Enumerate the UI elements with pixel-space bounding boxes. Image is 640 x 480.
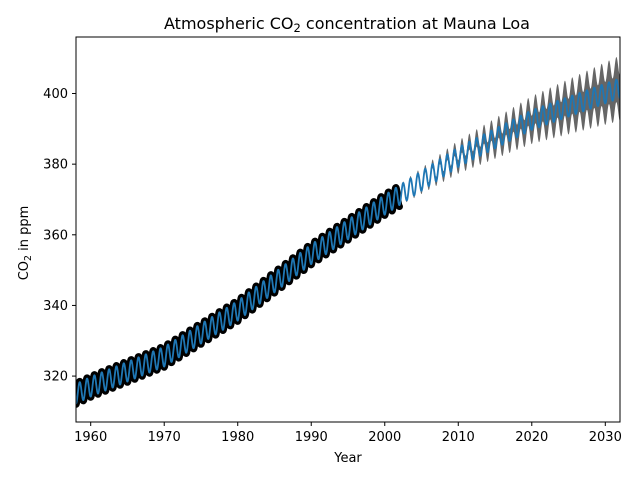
prediction-series bbox=[76, 78, 620, 405]
y-tick-label: 340 bbox=[43, 299, 68, 314]
x-tick-label: 2000 bbox=[368, 430, 401, 445]
plot-content bbox=[76, 57, 620, 408]
y-tick-label: 380 bbox=[43, 158, 68, 173]
x-tick-label: 2010 bbox=[442, 430, 475, 445]
x-tick-label: 2030 bbox=[589, 430, 622, 445]
y-tick-label: 400 bbox=[43, 87, 68, 102]
x-axis: 1960 1970 1980 1990 2000 2010 2020 2030 bbox=[74, 422, 622, 445]
y-axis-label: CO2 in ppm bbox=[17, 206, 34, 281]
x-axis-label: Year bbox=[333, 451, 362, 466]
uncertainty-band bbox=[399, 57, 620, 207]
y-axis: 320 340 360 380 400 bbox=[43, 87, 76, 385]
y-tick-label: 320 bbox=[43, 370, 68, 385]
plot-frame bbox=[75, 36, 621, 423]
x-tick-label: 1980 bbox=[221, 430, 254, 445]
x-tick-label: 1990 bbox=[295, 430, 328, 445]
x-tick-label: 1970 bbox=[148, 430, 181, 445]
y-tick-label: 360 bbox=[43, 228, 68, 243]
chart-title: Atmospheric CO2 concentration at Mauna L… bbox=[164, 14, 530, 35]
plot-area bbox=[76, 57, 620, 408]
x-tick-label: 1960 bbox=[74, 430, 107, 445]
x-tick-label: 2020 bbox=[515, 430, 548, 445]
